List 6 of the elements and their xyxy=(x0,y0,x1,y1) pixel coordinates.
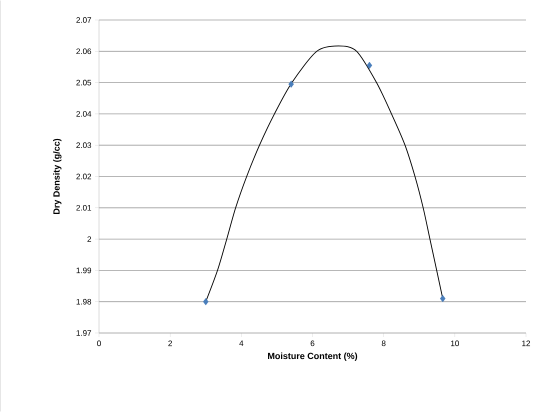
x-axis-title: Moisture Content (%) xyxy=(268,352,358,361)
point xyxy=(288,80,294,88)
point xyxy=(203,298,209,306)
point xyxy=(440,294,446,302)
point xyxy=(366,62,372,69)
y-axis-title: Dry Density (g/cc) xyxy=(53,138,62,214)
